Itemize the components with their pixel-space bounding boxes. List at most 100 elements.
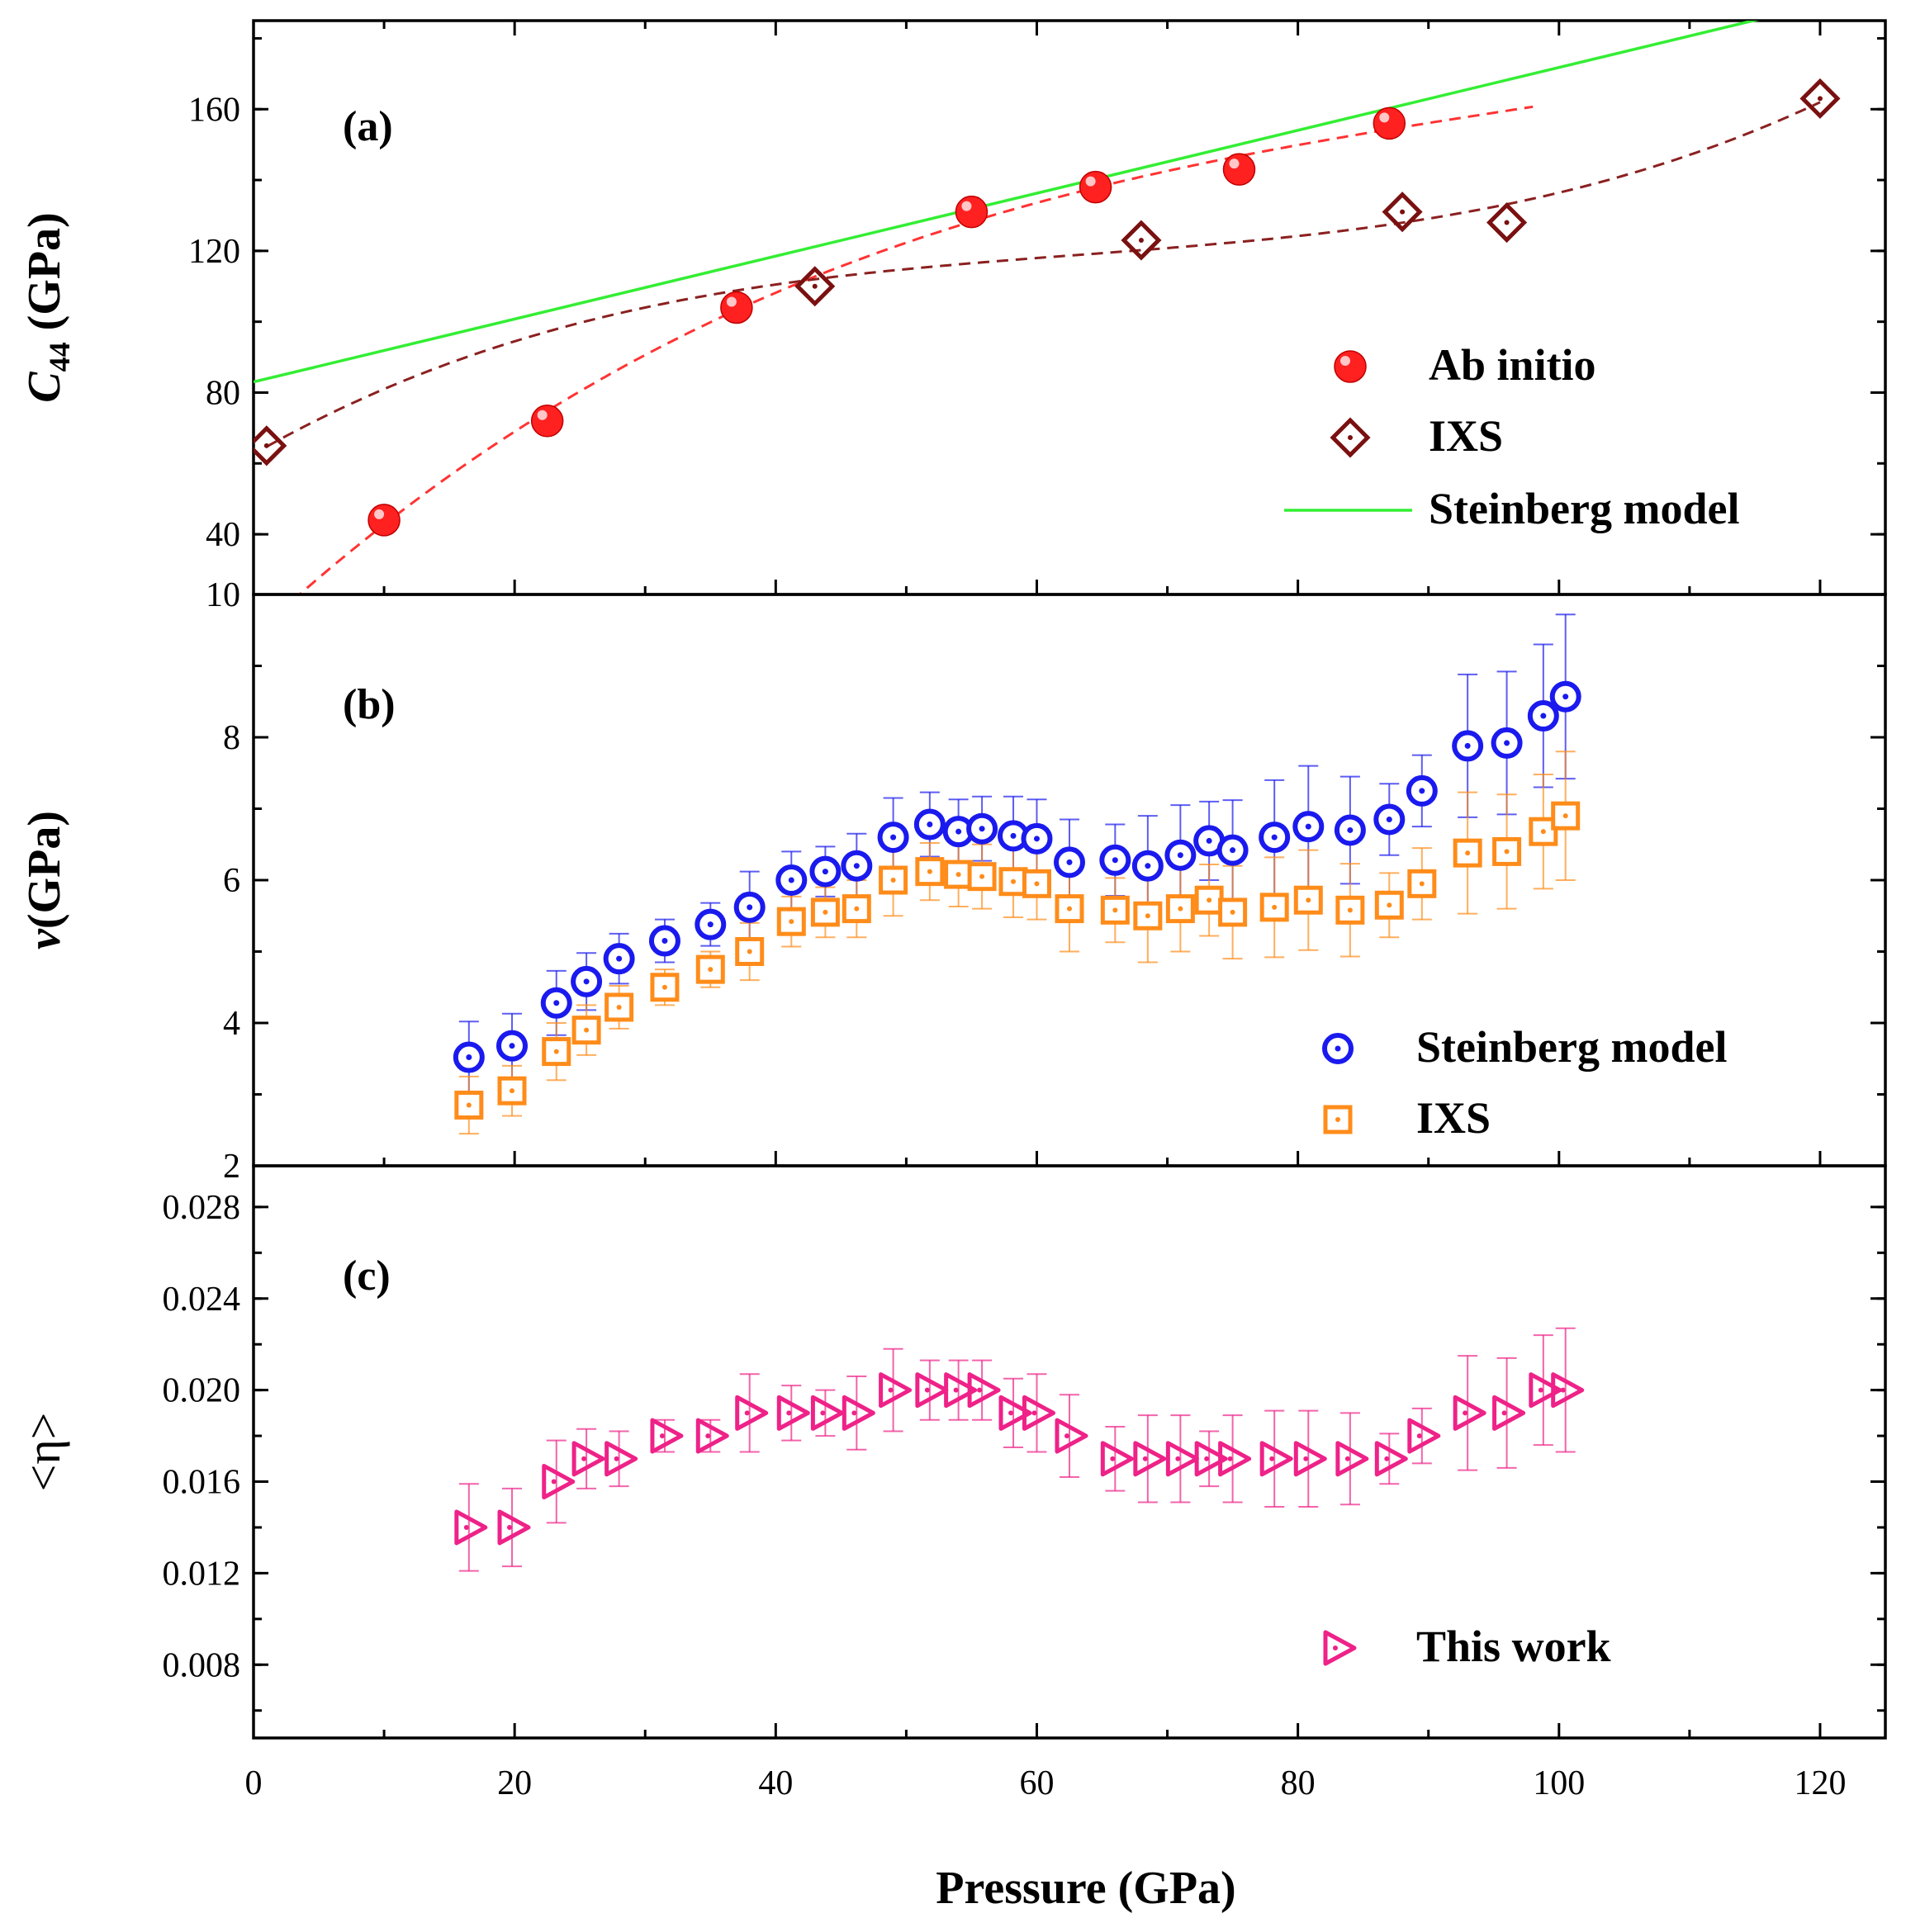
data-point: [571, 965, 603, 997]
data-point: [1492, 836, 1522, 866]
marker-dot: [1386, 816, 1392, 822]
triangle-marker: [1293, 1441, 1327, 1477]
marker-dot: [1033, 836, 1040, 842]
marker-dot: [1066, 859, 1073, 865]
diamond-marker: [1330, 417, 1371, 458]
marker-dot: [1011, 878, 1017, 884]
triangle-marker: [1133, 1441, 1167, 1477]
marker-dot: [979, 874, 985, 879]
marker-dot: [979, 826, 985, 832]
marker-dot: [1348, 435, 1353, 440]
square-marker: [735, 937, 765, 966]
marker-dot: [955, 872, 961, 878]
marker-dot: [747, 904, 753, 911]
marker-dot: [1463, 1410, 1468, 1416]
marker-dot: [1416, 1433, 1422, 1439]
marker-dot: [1303, 1456, 1309, 1461]
data-point: [942, 816, 974, 848]
sphere-marker: [720, 291, 753, 324]
marker-dot: [890, 878, 896, 883]
y-axis-title: <η>: [17, 1413, 70, 1492]
data-point: [1293, 885, 1323, 915]
marker-dot: [1206, 837, 1212, 844]
data-point: [1549, 680, 1581, 713]
triangle-marker: [998, 1395, 1032, 1431]
sphere-highlight: [374, 509, 385, 519]
triangle-marker: [695, 1418, 729, 1454]
diamond-marker: [1382, 192, 1423, 233]
marker-dot: [1335, 1045, 1341, 1052]
marker-dot: [890, 834, 897, 841]
data-point: [913, 808, 946, 841]
marker-dot: [583, 978, 590, 985]
legend-marker: [1323, 1105, 1353, 1134]
data-point: [1293, 1441, 1327, 1477]
diamond-marker: [254, 425, 287, 466]
square-marker: [497, 1076, 527, 1106]
sphere-highlight: [961, 201, 972, 211]
triangle-marker: [497, 1509, 531, 1546]
data-point: [1453, 1395, 1486, 1431]
data-point: [1022, 869, 1051, 898]
data-point: [955, 195, 989, 229]
data-point: [1218, 897, 1248, 927]
data-point: [1259, 822, 1291, 854]
marker-dot: [616, 1004, 622, 1010]
marker-dot: [788, 877, 794, 883]
data-point: [1022, 1395, 1055, 1431]
data-point: [650, 973, 680, 1002]
x-tick-label: 20: [497, 1764, 532, 1802]
y-axis-title-symbol: ν: [19, 928, 70, 949]
data-point: [879, 1372, 913, 1409]
marker-dot: [822, 869, 828, 875]
marker-dot: [1504, 740, 1510, 746]
triangle-marker: [1492, 1395, 1526, 1431]
triangle-marker: [571, 1441, 605, 1477]
square-marker: [571, 1016, 601, 1045]
sphere-marker: [530, 405, 564, 438]
sphere-marker: [367, 504, 401, 537]
marker-dot: [1387, 902, 1392, 908]
triangle-marker: [605, 1441, 638, 1477]
marker-dot: [1064, 1433, 1069, 1439]
data-point: [1335, 1441, 1369, 1477]
marker-dot: [1230, 847, 1236, 854]
triangle-marker: [1407, 1418, 1441, 1454]
data-point: [1374, 890, 1404, 920]
marker-dot: [1175, 1456, 1181, 1461]
fit-curve: [297, 105, 1534, 594]
marker-dot: [1344, 1456, 1350, 1461]
triangle-marker: [776, 1395, 810, 1431]
data-point: [1194, 1441, 1228, 1477]
triangle-marker: [1055, 1418, 1088, 1454]
marker-dot: [1230, 909, 1235, 915]
y-axis-title-subscript: 44: [43, 342, 76, 372]
data-point: [1373, 107, 1406, 140]
data-point: [775, 864, 808, 896]
marker-dot: [707, 921, 714, 928]
marker-dot: [1538, 1387, 1543, 1393]
panel-c: 0.008 0.012 0.016 0.020 0.024 0.028 (c) This wo…: [17, 1164, 1887, 1914]
data-point: [1259, 893, 1289, 922]
marker-dot: [1269, 1456, 1275, 1461]
data-point: [810, 1395, 844, 1431]
data-point: [453, 1041, 485, 1073]
data-point: [1335, 895, 1365, 925]
triangle-marker: [1165, 1441, 1199, 1477]
marker-dot: [924, 1387, 930, 1393]
data-point: [454, 1090, 484, 1120]
data-point: [915, 1372, 949, 1409]
x-tick-label: 80: [1281, 1764, 1316, 1802]
x-tick-label: 100: [1533, 1764, 1585, 1802]
sphere-highlight: [1229, 159, 1240, 169]
marker-dot: [1177, 852, 1183, 859]
diamond-marker: [794, 266, 836, 307]
data-point: [603, 943, 635, 975]
marker-dot: [466, 1054, 472, 1061]
markers: [453, 680, 1581, 1073]
marker-dot: [1464, 742, 1471, 749]
panel-a: 40 80 120 160 (a) Ab initio IXS Steinberg model…: [19, 19, 1887, 596]
y-tick-label: 4: [223, 1005, 240, 1043]
diamond-marker: [1121, 220, 1162, 261]
data-point: [254, 425, 287, 466]
